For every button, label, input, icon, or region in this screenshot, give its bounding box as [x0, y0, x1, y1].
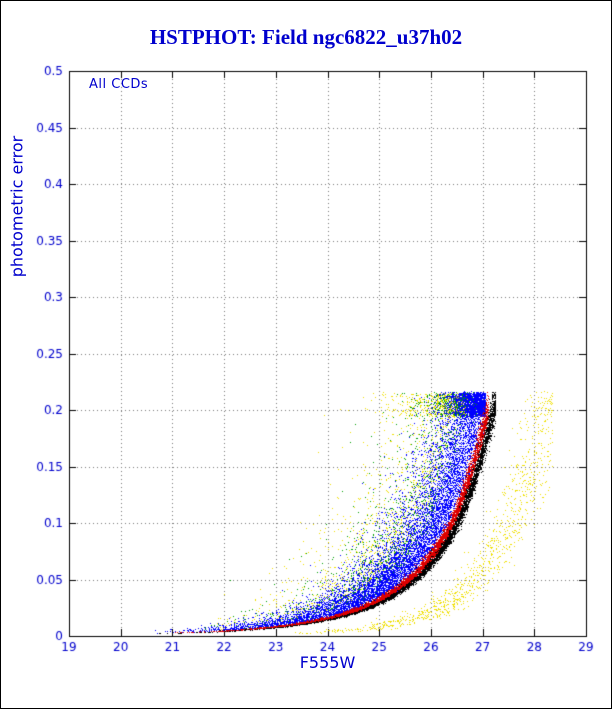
- x-axis-label: F555W: [299, 653, 356, 672]
- ccd-annotation: All CCDs: [89, 77, 149, 92]
- y-axis-label: photometric error: [7, 135, 27, 278]
- plot-title: HSTPHOT: Field ngc6822_u37h02: [149, 25, 463, 49]
